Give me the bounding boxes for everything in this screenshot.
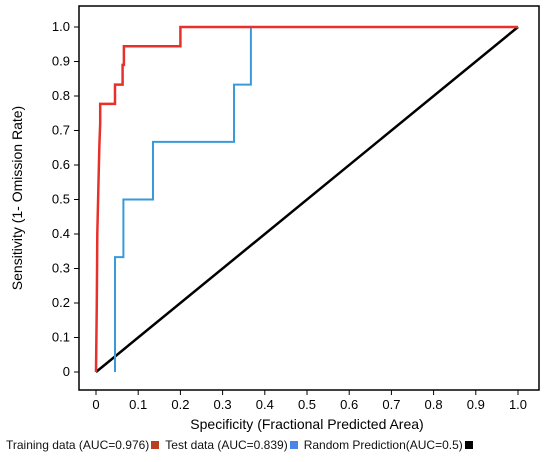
training-data-line — [94, 25, 518, 373]
legend-label-training: Training data (AUC=0.976) — [6, 438, 150, 452]
plot-frame — [78, 5, 540, 391]
x-tick-label: 0.5 — [298, 397, 316, 412]
legend-label-test: Test data (AUC=0.839) — [165, 438, 288, 452]
legend: Training data (AUC=0.976) Test data (AUC… — [6, 438, 479, 452]
x-tick-label: 0 — [92, 397, 99, 412]
x-tick-label: 0.6 — [340, 397, 358, 412]
x-tick-label: 0.8 — [425, 397, 443, 412]
x-axis-ticks: 0 0.1 0.2 0.3 0.4 0.5 0.6 0.7 0.8 0.9 1.0 — [92, 390, 527, 412]
random-prediction-line — [95, 26, 519, 373]
y-tick-label: 0.9 — [52, 54, 70, 69]
y-tick-label: 0.6 — [52, 157, 70, 172]
x-tick-label: 0.9 — [467, 397, 485, 412]
y-tick-label: 0.1 — [52, 330, 70, 345]
x-tick-label: 1.0 — [509, 397, 527, 412]
x-tick-label: 0.3 — [214, 397, 232, 412]
legend-item-test: Test data (AUC=0.839) — [165, 438, 298, 452]
legend-item-random: Random Prediction(AUC=0.5) — [304, 438, 473, 452]
legend-swatch-random — [464, 441, 473, 449]
x-tick-label: 0.1 — [129, 397, 147, 412]
y-tick-label: 0.8 — [52, 88, 70, 103]
y-tick-label: 0.2 — [52, 295, 70, 310]
y-tick-label: 0.5 — [52, 192, 70, 207]
y-axis-ticks: 0 0.1 0.2 0.3 0.4 0.5 0.6 0.7 0.8 0.9 1.0 — [52, 19, 79, 379]
y-tick-label: 0.3 — [52, 261, 70, 276]
legend-label-random: Random Prediction(AUC=0.5) — [303, 438, 463, 452]
test-data-line — [114, 26, 518, 372]
y-axis-label: Sensitivity (1- Omission Rate) — [9, 106, 25, 290]
roc-chart: 0 0.1 0.2 0.3 0.4 0.5 0.6 0.7 0.8 0.9 1.0 00.10.20… — [9, 5, 540, 432]
y-tick-label: 0.7 — [52, 123, 70, 138]
x-axis-label: Specificity (Fractional Predicted Area) — [190, 416, 423, 432]
legend-swatch-test — [289, 441, 298, 449]
y-tick-label: 1.0 — [52, 19, 70, 34]
y-tick-label: 0.4 — [52, 226, 70, 241]
x-tick-label: 0.7 — [382, 397, 400, 412]
x-tick-label: 0.4 — [256, 397, 274, 412]
series-layer — [94, 25, 519, 373]
y-tick-label: 0 — [63, 364, 70, 379]
legend-item-training: Training data (AUC=0.976) — [6, 438, 160, 452]
x-tick-label: 0.2 — [171, 397, 189, 412]
legend-swatch-training — [151, 441, 160, 449]
